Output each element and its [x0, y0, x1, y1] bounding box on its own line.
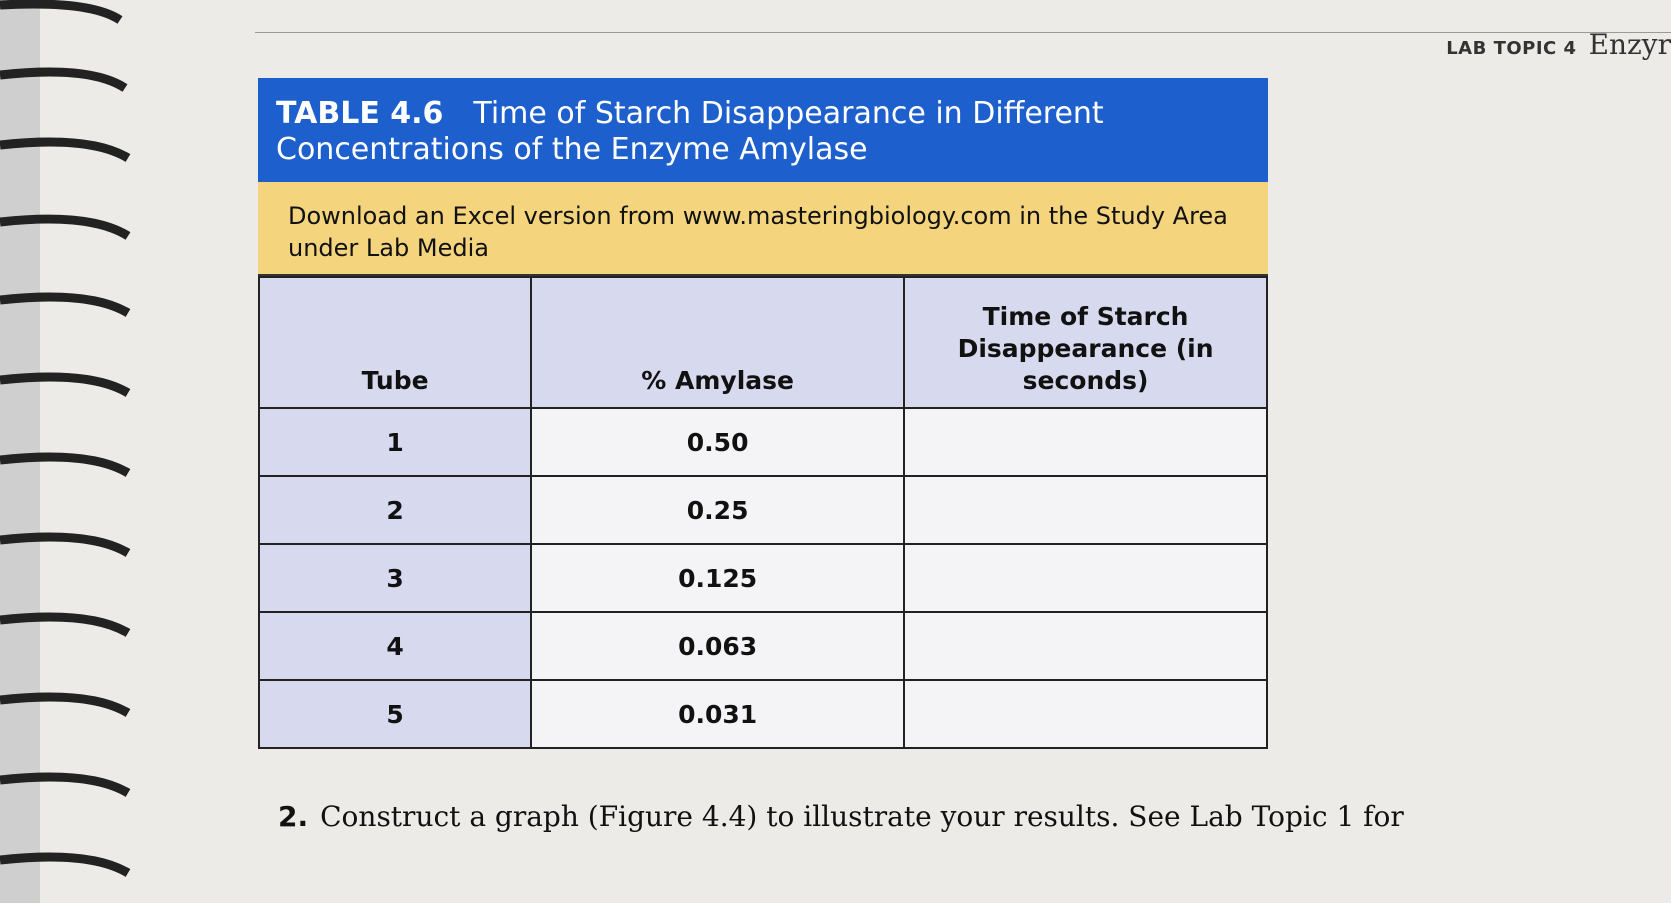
table-cell: 2 — [257, 475, 533, 545]
page-edge — [0, 0, 40, 903]
table-row: 1 0.50 — [257, 407, 1268, 477]
data-table: TABLE 4.6 Time of Starch Disappearance in… — [257, 78, 1268, 749]
column-header: Time of Starch Disappearance (in seconds… — [903, 276, 1268, 409]
table-title-bar: TABLE 4.6 Time of Starch Disappearance in… — [258, 78, 1268, 182]
step-number: 2. — [278, 800, 309, 833]
table-row: 5 0.031 — [257, 679, 1268, 749]
header-rule — [255, 32, 1671, 33]
table-cell — [903, 543, 1268, 613]
table-row: 4 0.063 — [257, 611, 1268, 681]
table-note: Download an Excel version from www.maste… — [258, 182, 1268, 276]
table-cell: 0.50 — [530, 407, 906, 477]
spiral-binding — [0, 0, 131, 903]
table-cell: 0.063 — [530, 611, 906, 681]
topic-title: Enzyr — [1588, 28, 1671, 61]
lab-topic: LAB TOPIC 4 — [1446, 38, 1577, 59]
column-header: % Amylase — [530, 276, 906, 409]
table-title: Time of Starch Disappearance in Differen… — [276, 96, 1104, 167]
table-cell: 1 — [257, 407, 533, 477]
table-cell — [903, 407, 1268, 477]
step-text: Construct a graph (Figure 4.4) to illust… — [320, 800, 1404, 833]
table-cell: 0.125 — [530, 543, 906, 613]
header-row: Tube% Amylase Time of Starch Disappearanc… — [257, 276, 1268, 409]
table-row: 3 0.125 — [257, 543, 1268, 613]
running-head: LAB TOPIC 4 Enzyr — [1446, 28, 1671, 61]
table-cell: 0.25 — [530, 475, 906, 545]
column-header: Tube — [257, 276, 533, 409]
table-cell: 3 — [257, 543, 533, 613]
table-cell — [903, 679, 1268, 749]
table-cell: 0.031 — [530, 679, 906, 749]
table-cell: 4 — [257, 611, 533, 681]
table-cell — [903, 611, 1268, 681]
table-grid: Tube% Amylase Time of Starch Disappearanc… — [257, 276, 1268, 749]
instruction-step: 2. Construct a graph (Figure 4.4) to illu… — [278, 800, 1404, 833]
binding-rings — [0, 0, 131, 877]
table-cell: 5 — [257, 679, 533, 749]
table-body: 1 0.50 2 0.25 3 0.125 4 0.063 5 0.031 — [257, 407, 1268, 749]
table-cell — [903, 475, 1268, 545]
table-row: 2 0.25 — [257, 475, 1268, 545]
table-number: TABLE 4.6 — [276, 96, 444, 131]
